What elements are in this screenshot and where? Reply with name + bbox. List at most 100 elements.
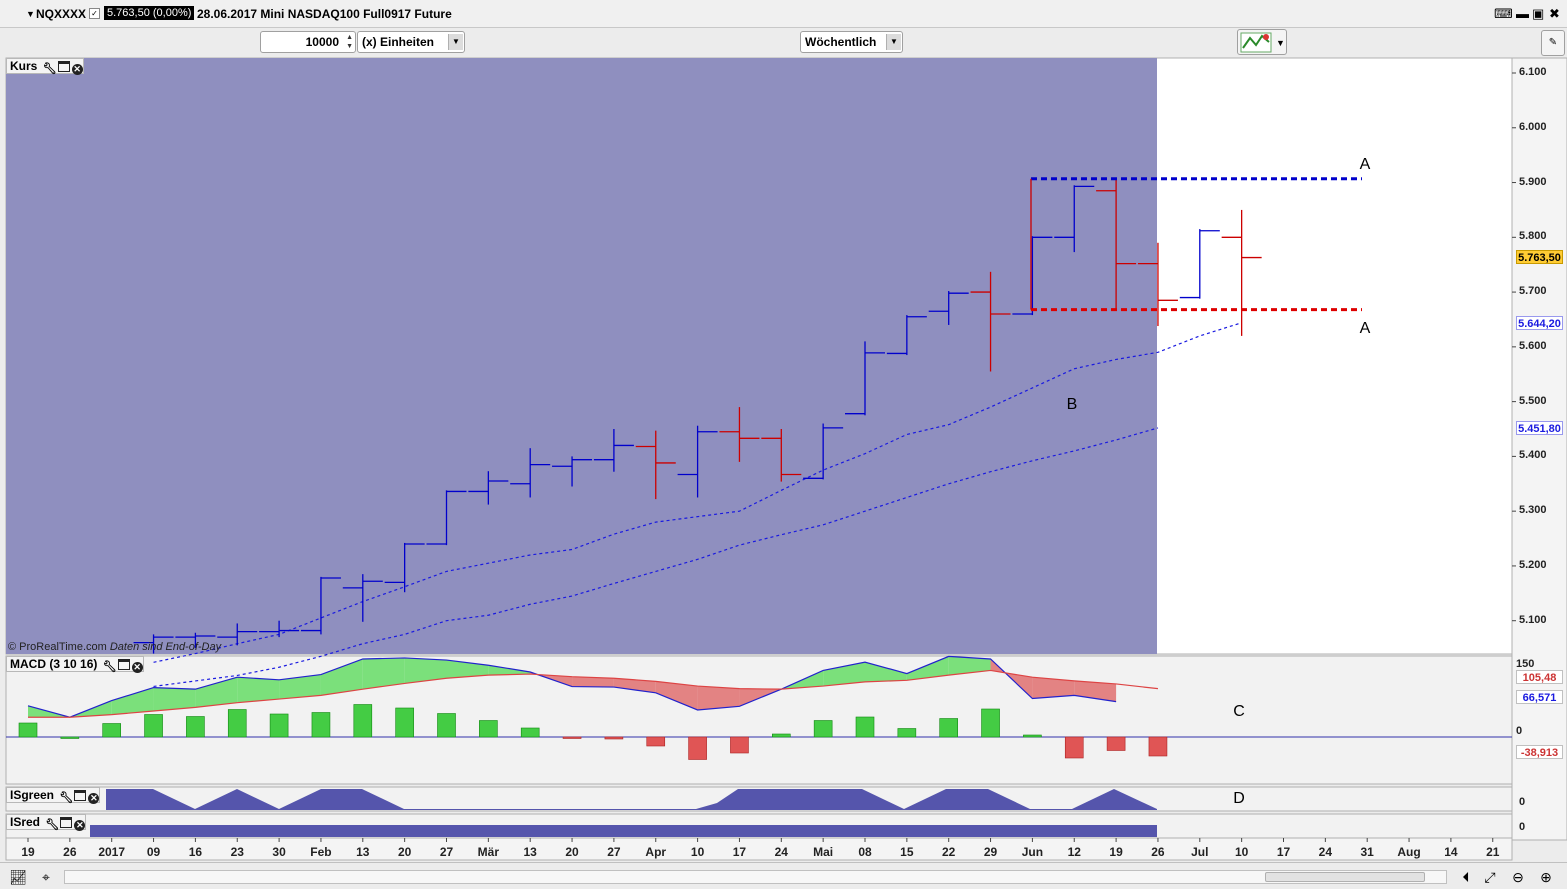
pencil-icon[interactable]: ✎ [1541, 30, 1565, 56]
price-tick-label: 5.600 [1519, 339, 1547, 352]
macd-fill-segment [279, 674, 321, 700]
macd-histogram-bar [520, 727, 540, 738]
date-tick-label: 20 [397, 845, 412, 859]
price-panel-label: Kurs 🔧︎ ✕ [6, 58, 84, 75]
scroll-thumb[interactable] [1265, 872, 1425, 882]
date-tick-label: Mai [813, 845, 834, 859]
quantity-stepper[interactable]: 10000 ▲ ▼ [260, 31, 356, 53]
chevron-down-icon[interactable]: ▼ [448, 34, 463, 50]
macd-panel-bg [5, 655, 1513, 785]
scroll-left-icon[interactable]: ⏴ [1462, 869, 1470, 885]
date-tick-label: Jul [1191, 845, 1209, 859]
macd-value-label: 66,571 [1516, 690, 1563, 704]
macd-panel-title: MACD (3 10 16) [10, 657, 98, 671]
zoom-in-icon[interactable]: ⊕ [1540, 869, 1552, 885]
price-tick-label: 5.400 [1519, 449, 1547, 462]
status-bar: 📈︎ ⌖ ⏴ ⤢ ⊖ ⊕ [0, 862, 1567, 889]
date-tick-label: 17 [1276, 845, 1291, 859]
chevron-down-icon[interactable]: ▼ [886, 34, 901, 50]
close-icon[interactable]: ✕ [71, 64, 83, 75]
date-tick-label: 24 [774, 845, 788, 859]
macd-histogram-bar [1106, 736, 1126, 751]
period-value: Wöchentlich [805, 35, 877, 49]
annotation-d: D [1233, 790, 1245, 807]
price-tick-label: 6.000 [1519, 120, 1547, 133]
zoom-out-icon[interactable]: ⊖ [1512, 869, 1524, 885]
macd-value-label: 105,48 [1516, 670, 1563, 684]
macd-fill-segment [655, 681, 698, 710]
price-label-box: 5.451,80 [1516, 421, 1563, 436]
macd-fill-segment [1032, 677, 1075, 699]
date-tick-label: 10 [690, 845, 705, 859]
price-tick-label: 5.500 [1519, 394, 1547, 407]
upper-band-line [153, 322, 1242, 663]
macd-histogram-bar [562, 736, 582, 739]
macd-histogram-bar [353, 704, 373, 738]
macd-fill-segment [446, 660, 489, 679]
date-tick-label: Aug [1397, 845, 1421, 859]
wrench-icon[interactable]: 🔧︎ [59, 792, 74, 804]
wrench-icon[interactable]: 🔧︎ [42, 63, 57, 75]
quantity-value[interactable]: 10000 [305, 35, 339, 49]
bottom-axis-bg [5, 837, 1513, 861]
indicator-axis-label: 0 [1519, 796, 1526, 808]
date-tick-label: 23 [230, 845, 244, 859]
macd-histogram-bar [269, 713, 289, 738]
isgreen-panel-label: ISgreen 🔧︎ ✕ [6, 787, 101, 804]
horizontal-scrollbar[interactable] [64, 870, 1447, 884]
date-tick-label: 29 [983, 845, 998, 859]
wrench-icon[interactable]: 🔧︎ [102, 661, 117, 673]
date-tick-label: 24 [1318, 845, 1333, 859]
macd-histogram-bar [227, 709, 247, 738]
macd-histogram-bar [730, 736, 749, 754]
window-icon[interactable] [60, 817, 73, 828]
price-label-box: 5.763,50 [1516, 250, 1563, 265]
fit-icon[interactable]: ⤢ [1484, 869, 1496, 885]
macd-fill-segment [572, 676, 614, 688]
macd-fill-segment [613, 678, 656, 693]
period-select[interactable]: Wöchentlich ▼ [800, 31, 903, 53]
isgreen-panel-title: ISgreen [10, 788, 55, 802]
stepper-arrows-icon[interactable]: ▲ ▼ [346, 34, 353, 50]
window-icon[interactable] [117, 659, 130, 670]
price-tick-label: 5.900 [1519, 175, 1547, 188]
price-tick-label: 5.800 [1519, 230, 1547, 243]
macd-histogram-bar [1148, 736, 1168, 757]
checkbox-icon[interactable]: ✓ [89, 8, 100, 19]
symbol-name[interactable]: NQXXXX [36, 7, 87, 21]
window-icon[interactable] [74, 790, 87, 801]
macd-fill-segment [111, 687, 154, 715]
macd-histogram-bar [18, 722, 38, 738]
chart-icon[interactable]: 📈︎ [9, 869, 27, 885]
maximize-icon[interactable]: ▣ [1532, 6, 1545, 21]
date-tick-label: 19 [1109, 845, 1123, 859]
macd-line [27, 655, 1117, 718]
close-icon[interactable]: ✕ [88, 793, 100, 804]
symbol-dropdown-icon[interactable]: ▼ [26, 9, 35, 19]
price-tick-label: 5.200 [1519, 558, 1547, 571]
cursor-icon[interactable]: ⌖ [42, 869, 50, 885]
units-value: (x) Einheiten [362, 35, 435, 49]
date-tick-label: 14 [1444, 845, 1458, 859]
wrench-icon[interactable]: 🔧︎ [45, 819, 60, 831]
close-icon[interactable]: ✖ [1549, 6, 1560, 21]
macd-histogram-bar [604, 736, 624, 740]
keyboard-icon[interactable]: ⌨ [1494, 6, 1513, 21]
chart-tools-icon: ▼ [1240, 32, 1285, 53]
units-select[interactable]: (x) Einheiten ▼ [357, 31, 465, 53]
date-tick-label: 2017 [98, 845, 126, 859]
minimize-icon[interactable]: ▬ [1516, 6, 1529, 21]
macd-histogram-bar [311, 712, 331, 738]
isgreen-area [106, 789, 1157, 810]
date-tick-label: 19 [21, 845, 35, 859]
data-source-note: Daten sind End-of-Day [109, 641, 222, 653]
window-icon[interactable] [57, 61, 70, 72]
close-icon[interactable]: ✕ [131, 662, 143, 673]
drawing-tools-button[interactable]: ▼ [1237, 29, 1287, 55]
macd-fill-segment [948, 656, 991, 676]
close-icon[interactable]: ✕ [74, 820, 86, 831]
price-tick-label: 5.300 [1519, 504, 1547, 517]
macd-histogram-bar [60, 736, 80, 739]
macd-fill-segment [906, 656, 949, 681]
